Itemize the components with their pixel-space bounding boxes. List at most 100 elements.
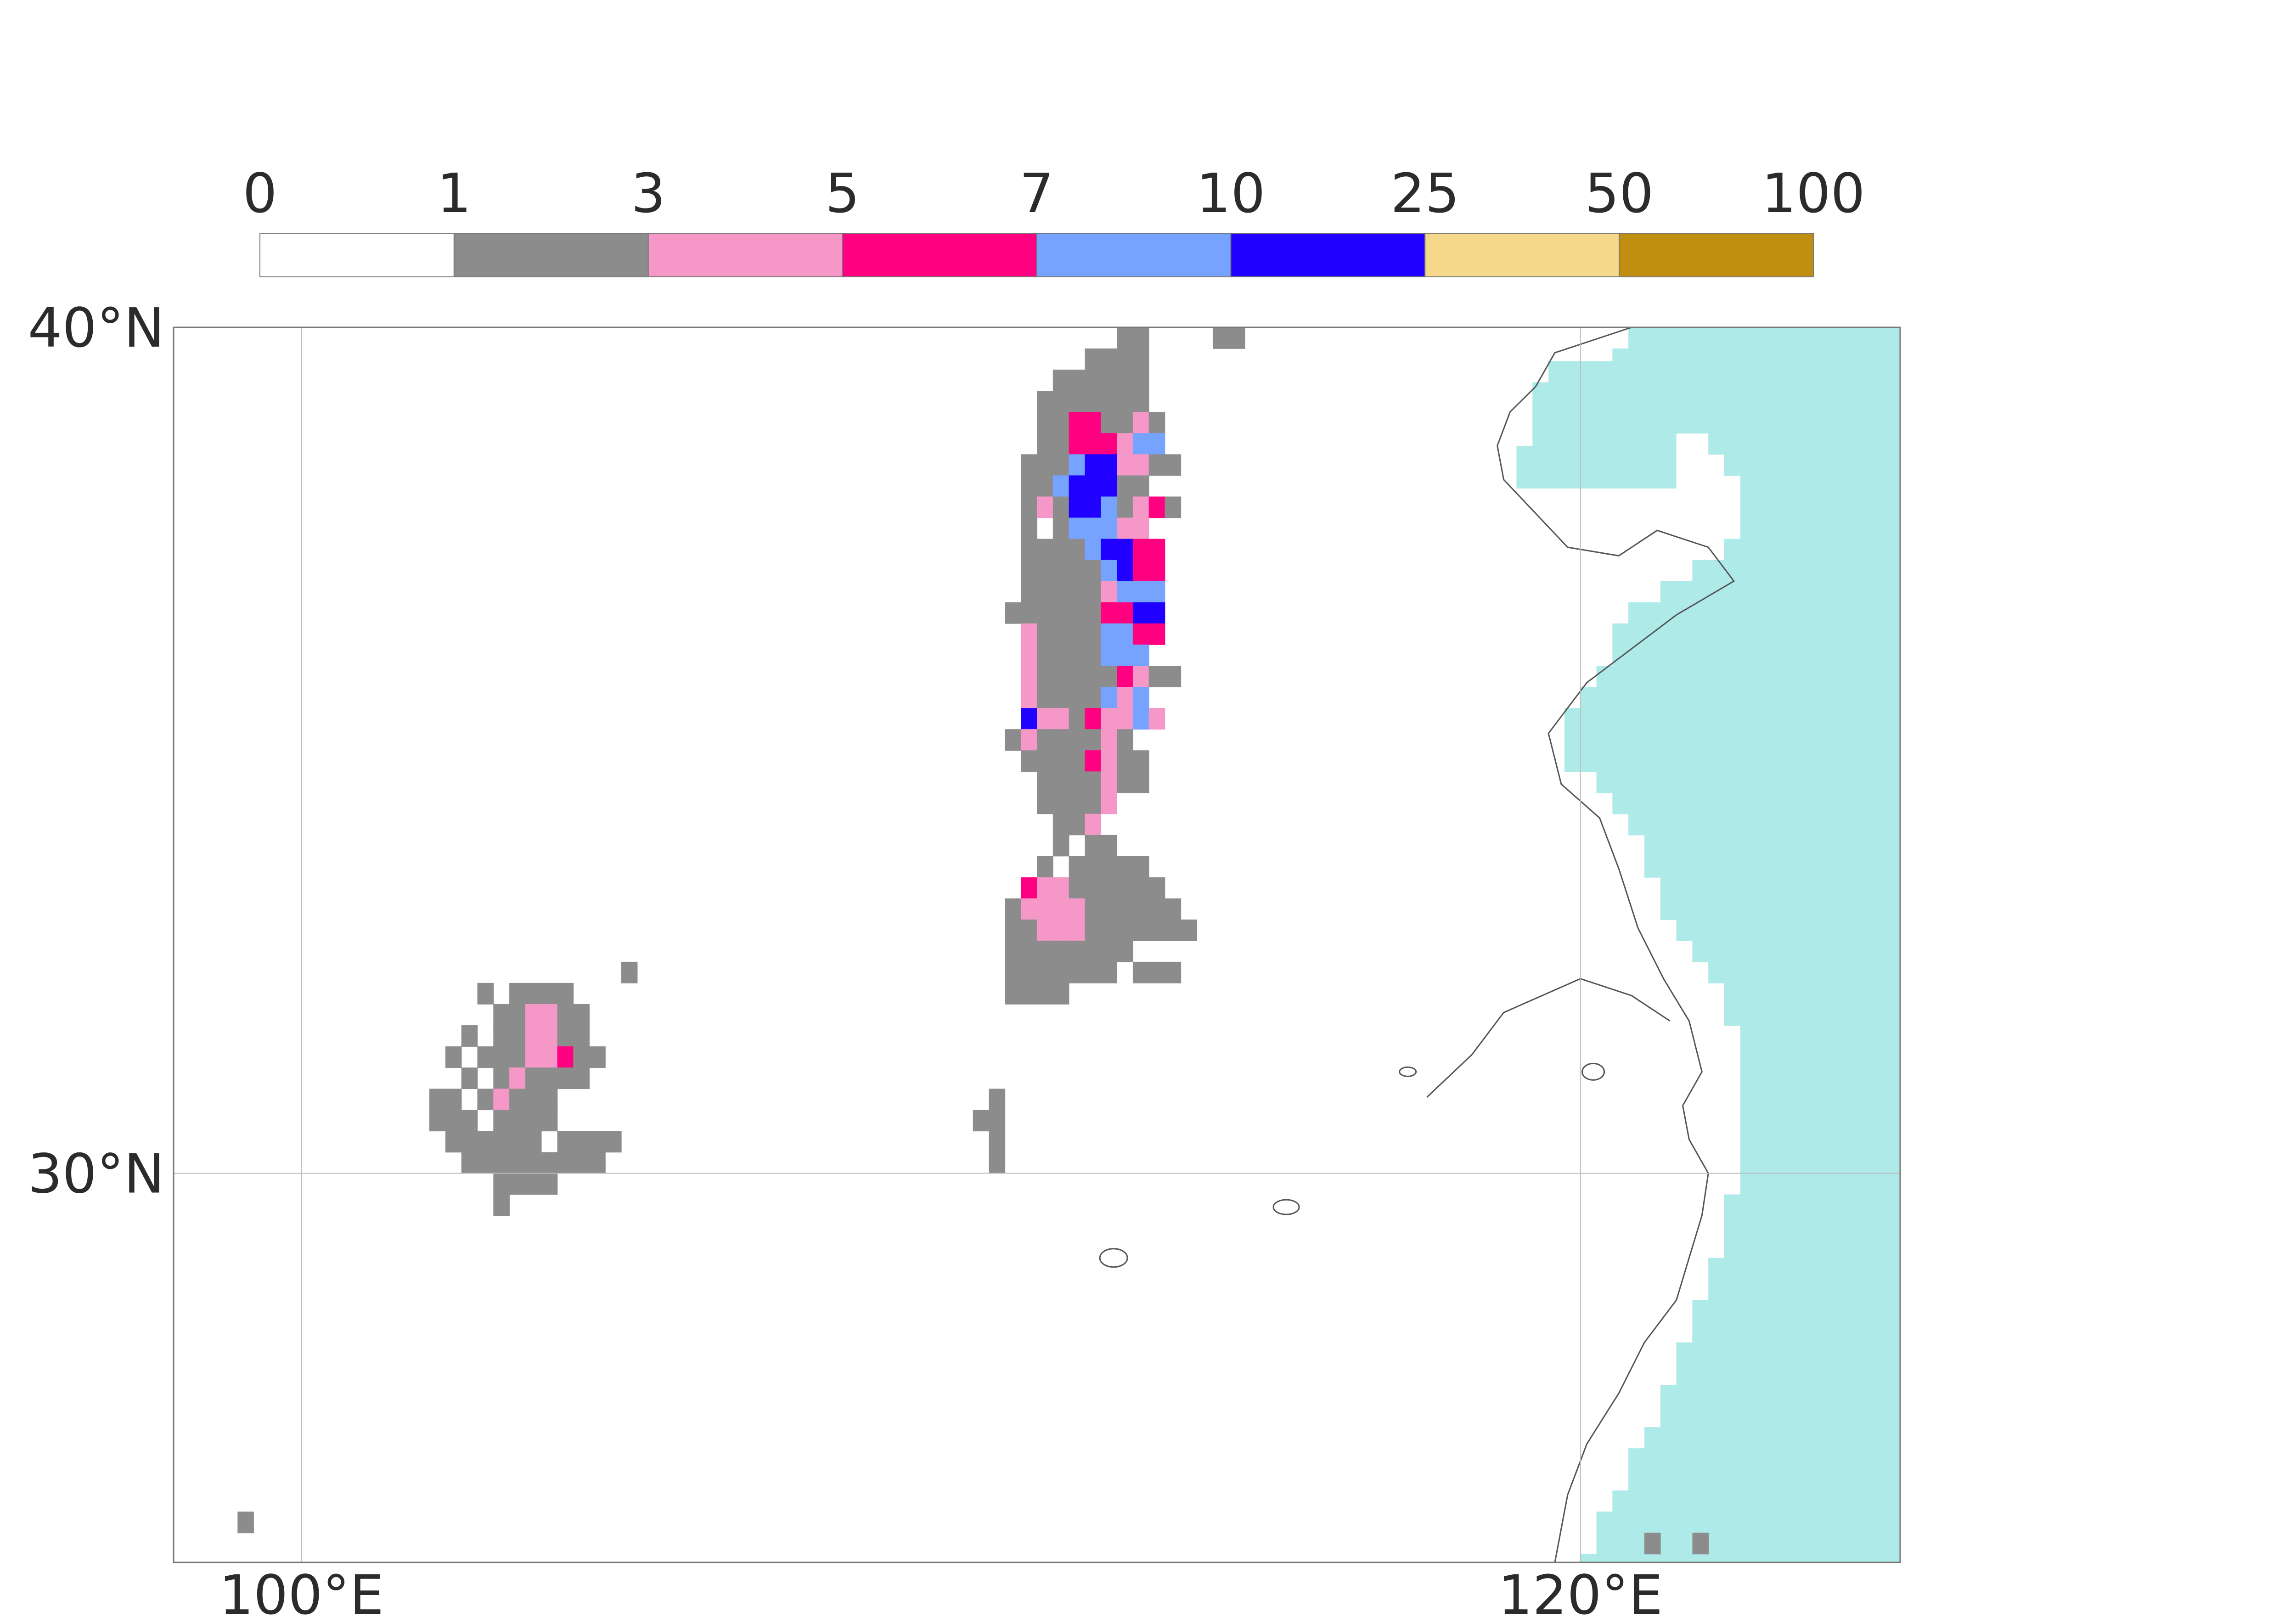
cell-1-3 bbox=[1085, 771, 1102, 793]
sea-row bbox=[1628, 814, 1900, 836]
sea-row bbox=[1740, 496, 1900, 518]
cell-1-3 bbox=[557, 1152, 574, 1174]
cell-1-3 bbox=[989, 1152, 1006, 1174]
cell-1-3 bbox=[1069, 792, 1086, 814]
cell-10-25 bbox=[1101, 539, 1117, 561]
colorbar-swatch bbox=[1619, 233, 1814, 277]
cell-1-3 bbox=[1037, 475, 1053, 497]
cell-1-3 bbox=[1021, 496, 1037, 518]
cell-3-5 bbox=[1021, 665, 1037, 687]
cell-1-3 bbox=[477, 1131, 494, 1153]
cell-1-3 bbox=[1148, 961, 1165, 983]
cell-1-3 bbox=[429, 1110, 446, 1132]
cell-1-3 bbox=[461, 1131, 478, 1153]
cell-5-7 bbox=[1085, 433, 1102, 455]
cell-1-3 bbox=[1037, 391, 1053, 413]
cell-1-3 bbox=[509, 1110, 526, 1132]
colorbar-swatch bbox=[1424, 233, 1620, 277]
cell-1-3 bbox=[1052, 983, 1069, 1005]
cell-5-7 bbox=[1085, 750, 1102, 772]
cell-3-5 bbox=[1101, 750, 1117, 772]
cell-1-3 bbox=[1117, 370, 1133, 391]
cell-1-3 bbox=[1037, 856, 1053, 878]
cell-1-3 bbox=[509, 1131, 526, 1153]
cell-3-5 bbox=[1132, 517, 1149, 539]
cell-1-3 bbox=[1085, 560, 1102, 582]
cell-1-3 bbox=[1117, 898, 1133, 920]
cell-1-3 bbox=[1148, 454, 1165, 476]
cell-1-3 bbox=[1069, 539, 1086, 561]
sea-row bbox=[1644, 835, 1900, 857]
colorbar-swatch bbox=[842, 233, 1037, 277]
cell-5-7 bbox=[1148, 496, 1165, 518]
cell-3-5 bbox=[1132, 412, 1149, 434]
river-path bbox=[1426, 978, 1671, 1098]
sea-row bbox=[1708, 433, 1900, 455]
cell-1-3 bbox=[1132, 475, 1149, 497]
cell-1-3 bbox=[1181, 919, 1197, 941]
cell-1-3 bbox=[1165, 898, 1182, 920]
cell-1-3 bbox=[1069, 750, 1086, 772]
cell-1-3 bbox=[1085, 919, 1102, 941]
cell-7-10 bbox=[1117, 581, 1133, 603]
sea-row bbox=[1740, 1131, 1900, 1153]
sea-row bbox=[1724, 1004, 1900, 1026]
cell-1-3 bbox=[445, 1089, 462, 1111]
cell-10-25 bbox=[1101, 454, 1117, 476]
sea-row bbox=[1628, 327, 1900, 349]
cell-1-3 bbox=[1069, 729, 1086, 751]
cell-1-3 bbox=[1069, 665, 1086, 687]
cell-1-3 bbox=[573, 1067, 590, 1089]
cell-3-5 bbox=[509, 1067, 526, 1089]
cell-1-3 bbox=[1069, 708, 1086, 730]
sea-row bbox=[1724, 1236, 1900, 1258]
cell-1-3 bbox=[525, 1173, 542, 1195]
cell-1-3 bbox=[1037, 412, 1053, 434]
sea-row bbox=[1532, 403, 1677, 425]
sea-row bbox=[1676, 412, 1900, 434]
cell-3-5 bbox=[1117, 454, 1133, 476]
cell-3-5 bbox=[1052, 877, 1069, 899]
cell-3-5 bbox=[1021, 687, 1037, 708]
cell-1-3 bbox=[493, 1131, 510, 1153]
cell-1-3 bbox=[1101, 919, 1117, 941]
cell-1-3 bbox=[1101, 898, 1117, 920]
cell-1-3 bbox=[493, 1025, 510, 1047]
sea-row bbox=[1724, 539, 1900, 561]
sea-row bbox=[1676, 919, 1900, 941]
cell-10-25 bbox=[1021, 708, 1037, 730]
colorbar-label: 0 bbox=[242, 162, 277, 225]
cell-5-7 bbox=[1148, 623, 1165, 645]
cell-1-3 bbox=[1037, 771, 1053, 793]
cell-1-3 bbox=[1085, 729, 1102, 751]
cell-10-25 bbox=[1117, 560, 1133, 582]
cell-5-7 bbox=[1069, 412, 1086, 434]
cell-1-3 bbox=[1021, 940, 1037, 962]
cell-1-3 bbox=[1052, 792, 1069, 814]
cell-1-3 bbox=[1052, 940, 1069, 962]
cell-1-3 bbox=[557, 1004, 574, 1026]
colorbar-swatch bbox=[259, 233, 455, 277]
cell-7-10 bbox=[1101, 687, 1117, 708]
sea-row bbox=[1644, 856, 1900, 878]
cell-3-5 bbox=[1085, 814, 1102, 836]
sea-row bbox=[1596, 771, 1900, 793]
cell-3-5 bbox=[1117, 687, 1133, 708]
sea-row bbox=[1708, 1258, 1900, 1280]
cell-1-3 bbox=[1692, 1533, 1709, 1555]
cell-7-10 bbox=[1101, 623, 1117, 645]
cell-1-3 bbox=[1085, 835, 1102, 857]
colorbar-label: 3 bbox=[631, 162, 665, 225]
cell-1-3 bbox=[1069, 370, 1086, 391]
colorbar-label: 5 bbox=[825, 162, 860, 225]
cell-1-3 bbox=[1165, 919, 1182, 941]
sea-row bbox=[1676, 1342, 1900, 1365]
sea-row bbox=[1692, 560, 1900, 582]
cell-1-3 bbox=[1037, 433, 1053, 455]
cell-10-25 bbox=[1085, 454, 1102, 476]
cell-1-3 bbox=[1069, 856, 1086, 878]
lon-tick-label-100: 100°E bbox=[219, 1563, 384, 1623]
cell-1-3 bbox=[493, 1110, 510, 1132]
cell-1-3 bbox=[1132, 348, 1149, 370]
cell-1-3 bbox=[1052, 602, 1069, 624]
